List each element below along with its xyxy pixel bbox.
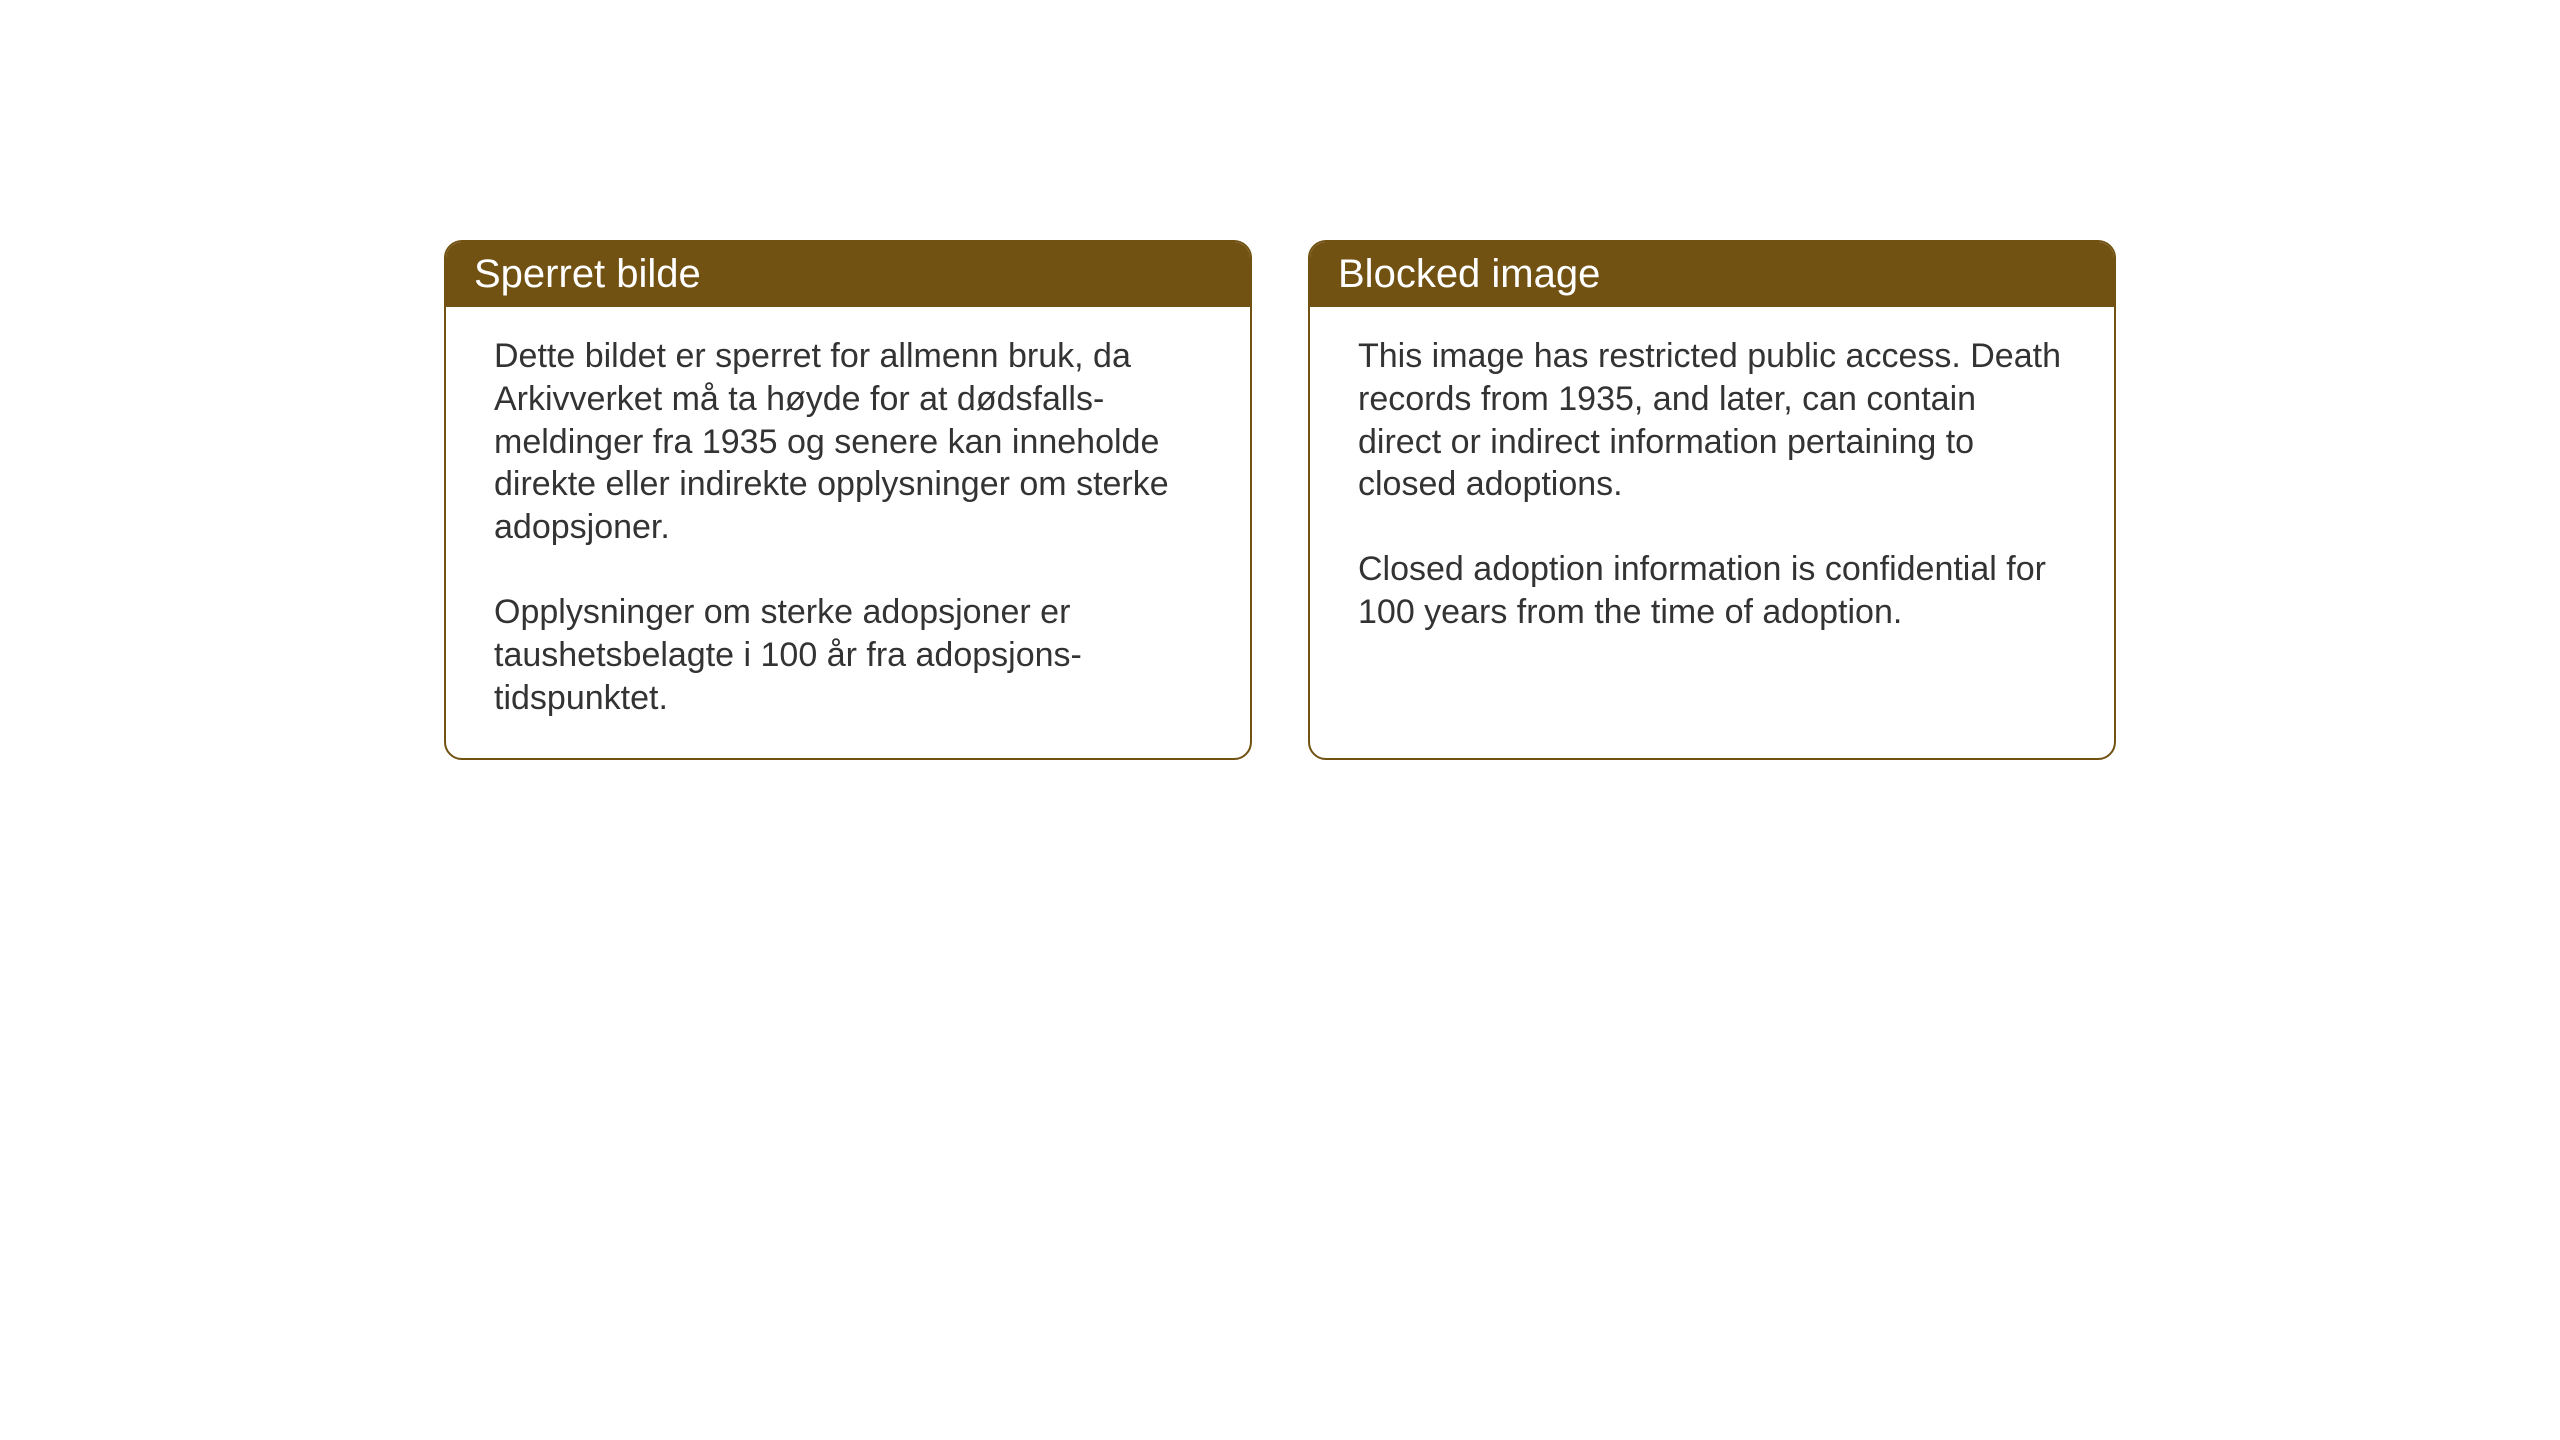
norwegian-card-body: Dette bildet er sperret for allmenn bruk… xyxy=(446,307,1250,758)
english-card: Blocked image This image has restricted … xyxy=(1308,240,2116,760)
english-card-header: Blocked image xyxy=(1310,242,2114,307)
cards-container: Sperret bilde Dette bildet er sperret fo… xyxy=(444,240,2116,760)
english-card-body: This image has restricted public access.… xyxy=(1310,307,2114,751)
norwegian-card-title: Sperret bilde xyxy=(474,252,701,296)
norwegian-card-header: Sperret bilde xyxy=(446,242,1250,307)
norwegian-paragraph-1: Dette bildet er sperret for allmenn bruk… xyxy=(494,335,1202,549)
norwegian-card: Sperret bilde Dette bildet er sperret fo… xyxy=(444,240,1252,760)
english-card-title: Blocked image xyxy=(1338,252,1600,296)
norwegian-paragraph-2: Opplysninger om sterke adopsjoner er tau… xyxy=(494,591,1202,719)
english-paragraph-2: Closed adoption information is confident… xyxy=(1358,548,2066,634)
english-paragraph-1: This image has restricted public access.… xyxy=(1358,335,2066,506)
